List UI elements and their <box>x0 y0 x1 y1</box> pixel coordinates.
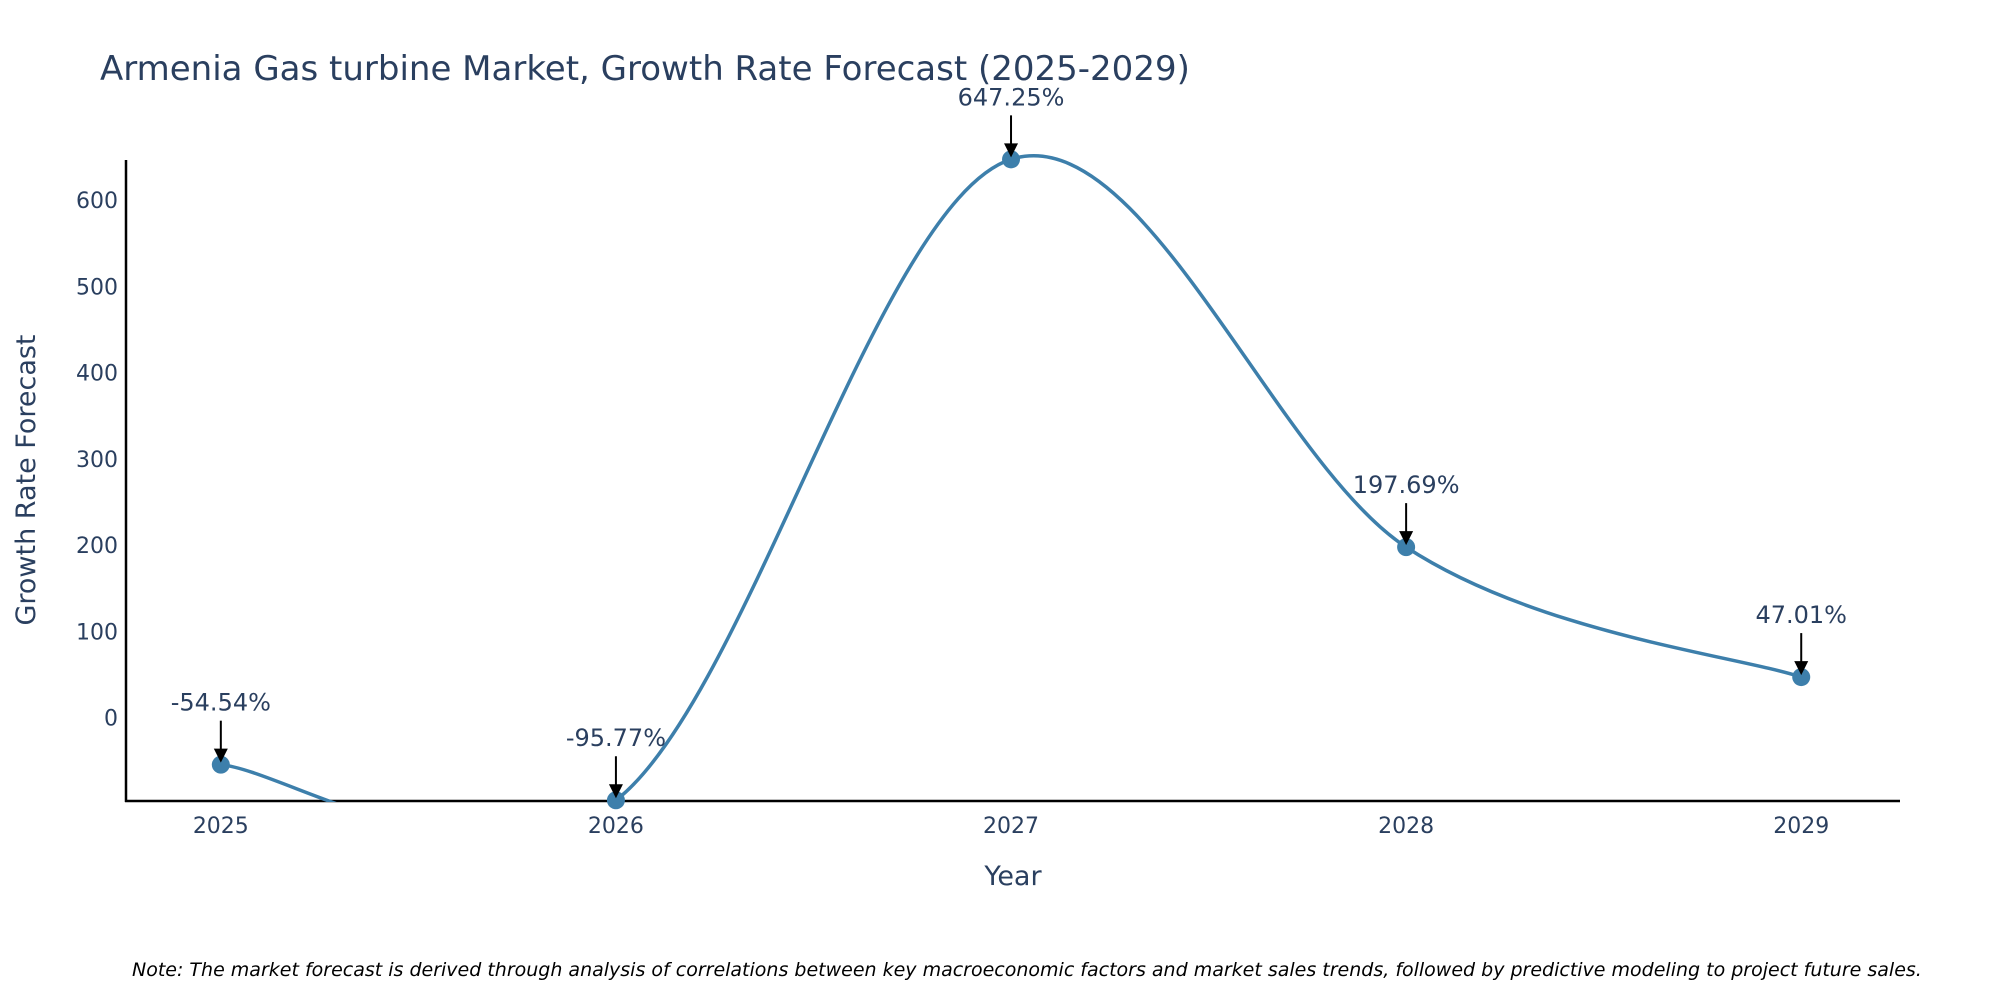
y-axis-title: Growth Rate Forecast <box>11 334 42 625</box>
x-axis-ticks: 2025 2026 2027 2028 2029 <box>193 814 1829 839</box>
annotation-arrow-head <box>608 784 623 799</box>
y-tick-label: 600 <box>76 189 118 214</box>
annotation-arrow-head <box>1794 661 1809 676</box>
y-tick-label: 400 <box>76 362 118 387</box>
footnote: Note: The market forecast is derived thr… <box>132 959 1922 981</box>
y-axis-ticks: 0 100 200 300 400 500 600 <box>76 189 118 732</box>
x-tick-label: 2025 <box>193 814 249 839</box>
x-tick-label: 2026 <box>588 814 644 839</box>
y-tick-label: 200 <box>76 534 118 559</box>
data-label-2026: -95.77% <box>566 724 666 752</box>
annotation-arrow-head <box>1399 531 1414 546</box>
data-point-2025 <box>211 755 230 774</box>
x-tick-label: 2029 <box>1773 814 1829 839</box>
y-tick-label: 500 <box>76 275 118 300</box>
annotation-arrow-head <box>213 748 228 763</box>
data-point-2028 <box>1397 538 1416 557</box>
data-point-2026 <box>606 791 625 810</box>
x-tick-label: 2027 <box>983 814 1039 839</box>
data-label-2025: -54.54% <box>171 689 271 717</box>
annotation-arrow-head <box>1004 143 1019 158</box>
data-label-2029: 47.01% <box>1755 601 1847 629</box>
data-point-2029 <box>1792 668 1811 687</box>
data-point-2027 <box>1002 150 1021 169</box>
y-tick-label: 100 <box>76 620 118 645</box>
data-markers <box>211 150 1811 810</box>
data-label-2028: 197.69% <box>1353 471 1460 499</box>
y-tick-label: 300 <box>76 448 118 473</box>
data-label-2027: 647.25% <box>958 83 1065 111</box>
y-tick-label: 0 <box>104 707 118 732</box>
data-annotations: -54.54% -95.77% 647.25% 197.69% 47.01% <box>171 83 1847 799</box>
x-axis-title: Year <box>983 861 1042 892</box>
chart-title: Armenia Gas turbine Market, Growth Rate … <box>100 49 1190 89</box>
x-tick-label: 2028 <box>1378 814 1434 839</box>
series-line <box>220 154 1802 802</box>
